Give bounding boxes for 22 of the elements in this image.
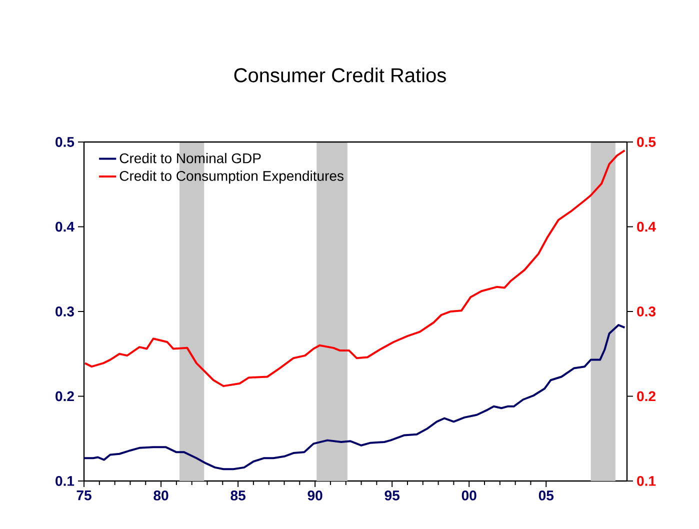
y2-tick-label: 0.1 bbox=[637, 476, 656, 486]
x-tick-label: 90 bbox=[308, 490, 322, 500]
x-tick-label: 80 bbox=[154, 490, 168, 500]
legend-label: Credit to Nominal GDP bbox=[120, 152, 261, 164]
chart-title: Consumer Credit Ratios bbox=[234, 68, 446, 82]
x-tick-label: 85 bbox=[230, 490, 246, 500]
legend-label: Credit to Consumption Expenditures bbox=[120, 170, 344, 184]
y-tick-label: 0.1 bbox=[56, 476, 74, 486]
x-tick-label: 75 bbox=[76, 490, 92, 500]
x-tick-label: 95 bbox=[384, 490, 400, 500]
y-tick-label: 0.4 bbox=[56, 222, 74, 232]
y-tick-label: 0.2 bbox=[56, 391, 74, 402]
y2-tick-label: 0.3 bbox=[637, 306, 656, 316]
y-tick-label: 0.5 bbox=[56, 137, 74, 147]
y-tick-label: 0.3 bbox=[56, 306, 74, 316]
line-series bbox=[84, 324, 626, 470]
y2-tick-label: 0.2 bbox=[637, 391, 656, 402]
x-tick-label: 05 bbox=[538, 490, 554, 500]
line-series bbox=[84, 149, 626, 388]
y2-tick-label: 0.4 bbox=[637, 222, 656, 232]
y2-tick-label: 0.5 bbox=[637, 137, 656, 147]
x-tick-label: 00 bbox=[462, 490, 476, 500]
